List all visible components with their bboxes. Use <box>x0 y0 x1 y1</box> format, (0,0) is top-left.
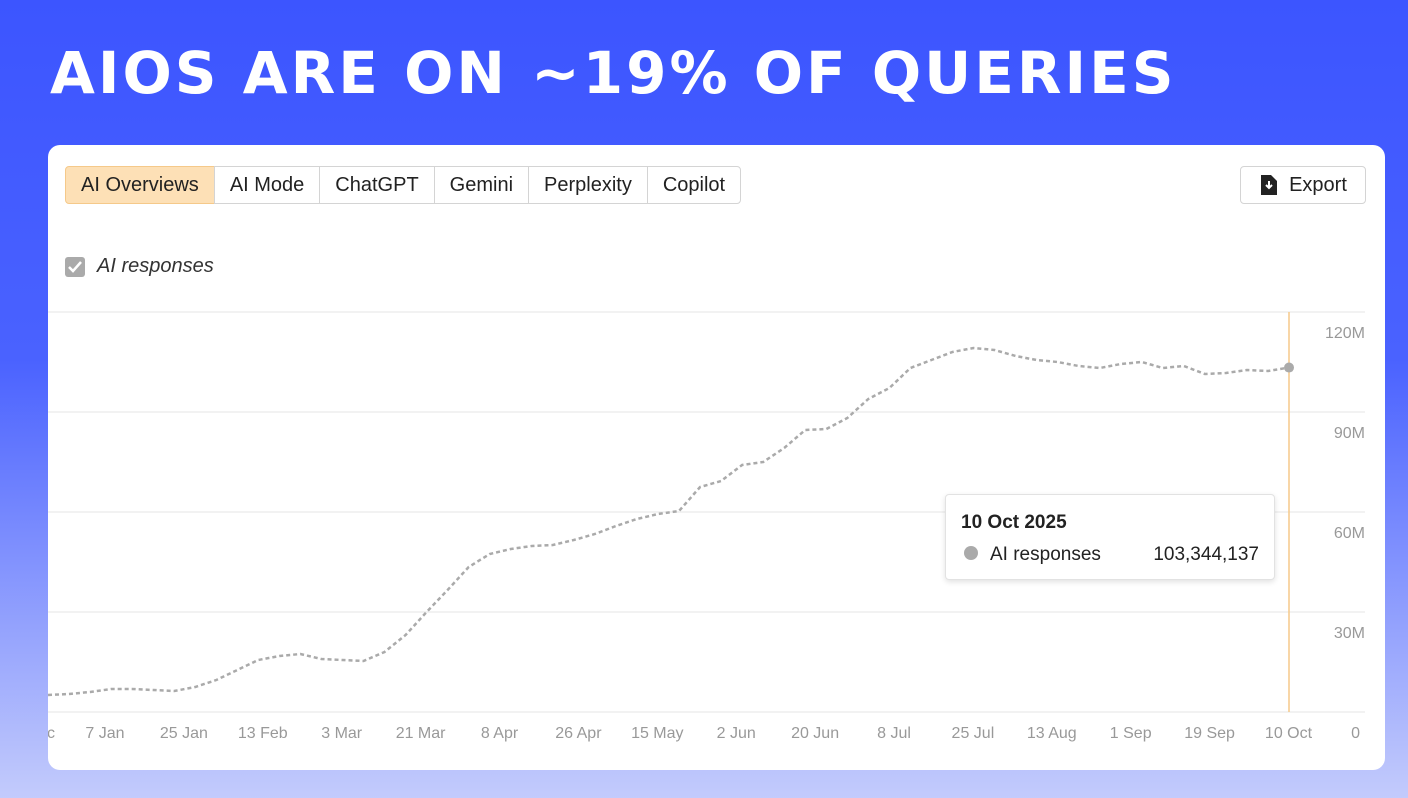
x-tick-label: 21 Mar <box>396 725 446 742</box>
headline: AIOS ARE ON ~19% OF QUERIES <box>50 39 1177 107</box>
export-label: Export <box>1289 173 1347 196</box>
tab[interactable]: AI Overviews <box>65 166 215 204</box>
y-tick-label: 0 <box>1351 725 1360 742</box>
x-tick-label: c <box>48 725 55 742</box>
tooltip-swatch <box>964 546 978 560</box>
x-tick-label: 13 Aug <box>1027 725 1077 742</box>
chart: 0 30M 60M 90M 120M c 7 Jan 25 Jan 13 Feb 3 Mar 21 … <box>48 311 1365 742</box>
tooltip-date: 10 Oct 2025 <box>961 512 1067 533</box>
y-tick-label: 60M <box>1334 525 1365 542</box>
x-tick-label: 7 Jan <box>85 725 124 742</box>
checkbox[interactable] <box>65 256 85 277</box>
x-tick-label: 20 Jun <box>791 725 839 742</box>
hover-point <box>1284 362 1294 373</box>
x-tick-label: 2 Jun <box>717 725 756 742</box>
export-icon <box>1261 175 1278 195</box>
tab[interactable]: Copilot <box>646 166 742 204</box>
y-tick-label: 90M <box>1334 425 1365 442</box>
tabs: AI Overviews AI Mode ChatGPT Gemini Perplexi… <box>65 166 742 204</box>
x-tick-label: 3 Mar <box>321 725 363 742</box>
data-line <box>48 346 1290 697</box>
x-tick-label: 19 Sep <box>1184 725 1235 742</box>
tab[interactable]: Gemini <box>433 166 530 204</box>
tab[interactable]: Perplexity <box>528 166 648 204</box>
x-tick-label: 25 Jul <box>952 725 995 742</box>
x-tick-label: 13 Feb <box>238 725 288 742</box>
x-tick-label: 8 Apr <box>481 725 519 742</box>
tooltip: 10 Oct 2025 AI responses 103,344,137 <box>945 494 1275 580</box>
x-tick-label: 8 Jul <box>877 725 911 742</box>
legend-label: AI responses <box>97 255 214 277</box>
x-tick-label: 25 Jan <box>160 725 208 742</box>
tab[interactable]: AI Mode <box>213 166 321 204</box>
x-tick-label: 1 Sep <box>1110 725 1152 742</box>
x-tick-label: 15 May <box>631 725 683 742</box>
card: 0 30M 60M 90M 120M c 7 Jan 25 Jan 13 Feb 3 Mar 21 … <box>48 145 1385 770</box>
legend[interactable]: AI responses <box>65 255 214 278</box>
tooltip-value: 103,344,137 <box>1153 544 1259 565</box>
y-tick-label: 30M <box>1334 625 1365 642</box>
y-tick-label: 120M <box>1325 325 1365 342</box>
export-button[interactable]: Export <box>1240 166 1366 204</box>
tab[interactable]: ChatGPT <box>319 166 435 204</box>
x-tick-label: 26 Apr <box>555 725 602 742</box>
x-tick-label: 10 Oct <box>1265 725 1313 742</box>
tooltip-series: AI responses <box>990 544 1101 565</box>
